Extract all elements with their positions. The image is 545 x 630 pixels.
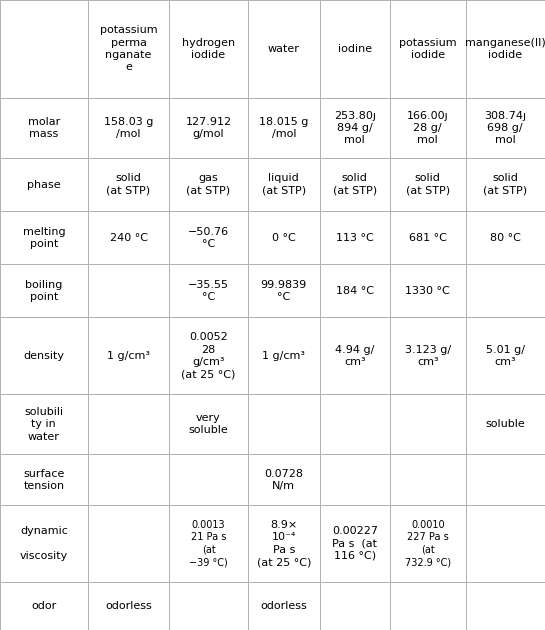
Text: 99.9839
°C: 99.9839 °C xyxy=(261,280,307,302)
Text: 0.0010
227 Pa s
(at
732.9 °C): 0.0010 227 Pa s (at 732.9 °C) xyxy=(404,520,451,567)
Text: 240 °C: 240 °C xyxy=(110,232,148,243)
Text: 681 °C: 681 °C xyxy=(409,232,447,243)
Text: solid
(at STP): solid (at STP) xyxy=(405,173,450,196)
Text: 4.94 g/
cm³: 4.94 g/ cm³ xyxy=(335,345,374,367)
Text: boiling
point: boiling point xyxy=(25,280,63,302)
Text: −50.76
°C: −50.76 °C xyxy=(188,227,229,249)
Text: 0.0052
28
g/cm³
(at 25 °C): 0.0052 28 g/cm³ (at 25 °C) xyxy=(181,332,235,379)
Text: 184 °C: 184 °C xyxy=(336,286,374,296)
Text: odorless: odorless xyxy=(105,601,152,611)
Text: water: water xyxy=(268,44,300,54)
Text: odorless: odorless xyxy=(261,601,307,611)
Text: potassium
perma
nganate
e: potassium perma nganate e xyxy=(100,25,158,72)
Text: −35.55
°C: −35.55 °C xyxy=(188,280,229,302)
Text: potassium
iodide: potassium iodide xyxy=(399,38,457,60)
Text: 127.912
g/mol: 127.912 g/mol xyxy=(185,117,232,139)
Text: 158.03 g
/mol: 158.03 g /mol xyxy=(104,117,153,139)
Text: 8.9×
10⁻⁴
Pa s
(at 25 °C): 8.9× 10⁻⁴ Pa s (at 25 °C) xyxy=(257,520,311,567)
Text: hydrogen
iodide: hydrogen iodide xyxy=(182,38,235,60)
Text: dynamic

viscosity: dynamic viscosity xyxy=(20,526,68,561)
Text: 0.00227
Pa s  (at
116 °C): 0.00227 Pa s (at 116 °C) xyxy=(332,526,378,561)
Text: solid
(at STP): solid (at STP) xyxy=(483,173,528,196)
Text: 253.80ȷ
894 g/
mol: 253.80ȷ 894 g/ mol xyxy=(334,110,376,146)
Text: gas
(at STP): gas (at STP) xyxy=(186,173,231,196)
Text: 1 g/cm³: 1 g/cm³ xyxy=(107,351,150,361)
Text: 0.0728
N/m: 0.0728 N/m xyxy=(264,469,303,491)
Text: surface
tension: surface tension xyxy=(23,469,64,491)
Text: iodine: iodine xyxy=(338,44,372,54)
Text: solid
(at STP): solid (at STP) xyxy=(106,173,150,196)
Text: solubili
ty in
water: solubili ty in water xyxy=(25,407,63,442)
Text: 0 °C: 0 °C xyxy=(272,232,295,243)
Text: 3.123 g/
cm³: 3.123 g/ cm³ xyxy=(404,345,451,367)
Text: solid
(at STP): solid (at STP) xyxy=(333,173,377,196)
Text: molar
mass: molar mass xyxy=(28,117,60,139)
Text: 113 °C: 113 °C xyxy=(336,232,374,243)
Text: 0.0013
21 Pa s
(at
−39 °C): 0.0013 21 Pa s (at −39 °C) xyxy=(189,520,228,567)
Text: 1 g/cm³: 1 g/cm³ xyxy=(262,351,305,361)
Text: very
soluble: very soluble xyxy=(189,413,228,435)
Text: 5.01 g/
cm³: 5.01 g/ cm³ xyxy=(486,345,525,367)
Text: phase: phase xyxy=(27,180,60,190)
Text: 166.00ȷ
28 g/
mol: 166.00ȷ 28 g/ mol xyxy=(407,110,449,146)
Text: liquid
(at STP): liquid (at STP) xyxy=(262,173,306,196)
Text: manganese(II)
iodide: manganese(II) iodide xyxy=(465,38,545,60)
Text: 80 °C: 80 °C xyxy=(490,232,520,243)
Text: 308.74ȷ
698 g/
mol: 308.74ȷ 698 g/ mol xyxy=(485,110,526,146)
Text: odor: odor xyxy=(31,601,57,611)
Text: 1330 °C: 1330 °C xyxy=(405,286,450,296)
Text: melting
point: melting point xyxy=(22,227,65,249)
Text: soluble: soluble xyxy=(486,419,525,429)
Text: density: density xyxy=(23,351,64,361)
Text: 18.015 g
/mol: 18.015 g /mol xyxy=(259,117,308,139)
